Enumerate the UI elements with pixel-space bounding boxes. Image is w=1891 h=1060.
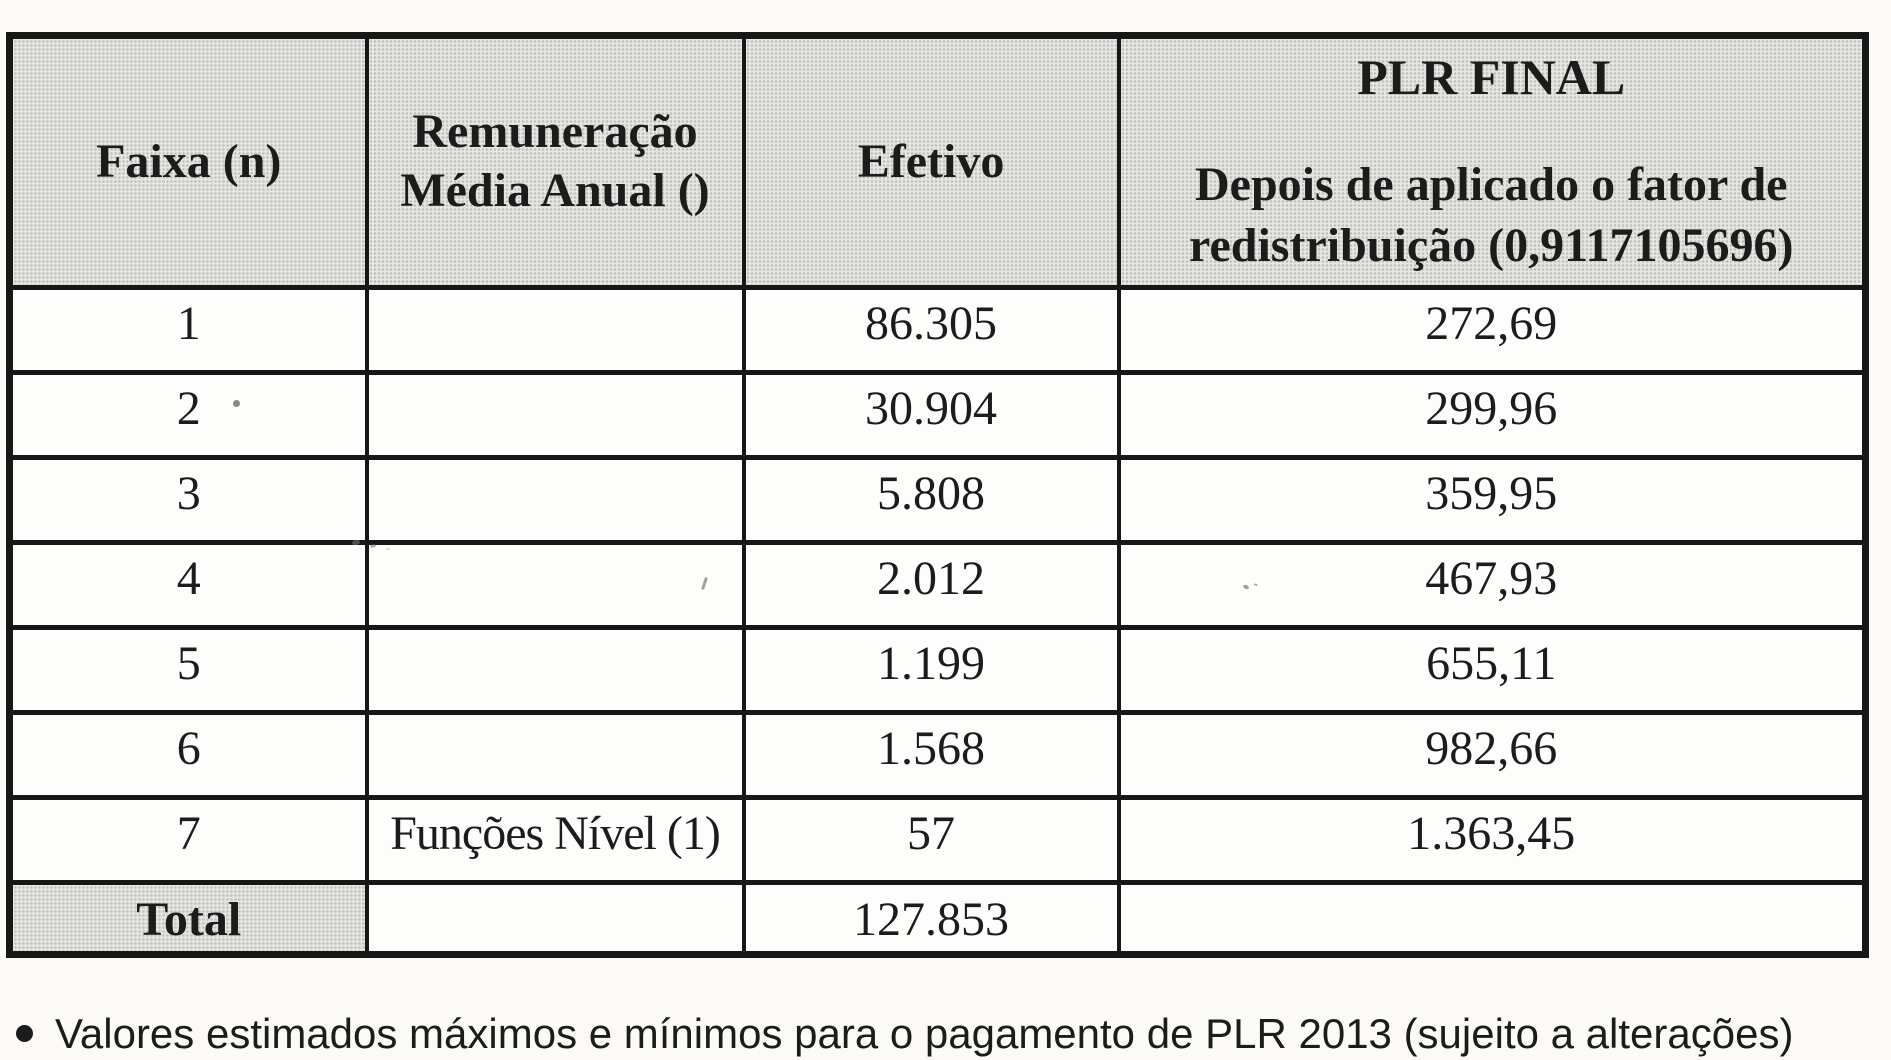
cell-faixa: 6 <box>7 710 369 800</box>
cell-plr: 655,11 <box>1116 625 1868 715</box>
col-header-faixa: Faixa (n) <box>7 33 369 290</box>
table-row: 6 1.568 982,66 <box>7 710 1868 800</box>
cell-plr: 1.363,45 <box>1116 795 1868 885</box>
cell-plr: 359,95 <box>1116 455 1868 545</box>
cell-remuneracao <box>364 710 746 800</box>
cell-plr: 467,93 <box>1116 540 1868 630</box>
table-row: 1 86.305 272,69 <box>7 285 1868 375</box>
cell-remuneracao <box>364 370 746 460</box>
cell-faixa: 5 <box>7 625 369 715</box>
col-header-plr-final: PLR FINAL Depois de aplicado o fator de … <box>1116 33 1868 290</box>
table-row: 7 Funções Nível (1) 57 1.363,45 <box>7 795 1868 885</box>
cell-efetivo: 1.199 <box>741 625 1121 715</box>
cell-faixa: 7 <box>7 795 369 885</box>
cell-plr: 982,66 <box>1116 710 1868 800</box>
cell-remuneracao: Funções Nível (1) <box>364 795 746 885</box>
cell-faixa: 1 <box>7 285 369 375</box>
plr-final-subtitle: Depois de aplicado o fator de redistribu… <box>1189 158 1794 273</box>
col-header-faixa-label: Faixa (n) <box>96 134 282 188</box>
table-row: 4 2.012 467,93 <box>7 540 1868 630</box>
total-row: Total 127.853 <box>7 880 1868 957</box>
cell-faixa: 2 <box>7 370 369 460</box>
col-header-remuneracao-label: Remuneração Média Anual () <box>400 105 710 217</box>
cell-efetivo: 2.012 <box>741 540 1121 630</box>
table-row: 3 5.808 359,95 <box>7 455 1868 545</box>
cell-remuneracao <box>364 285 746 375</box>
total-label-cell: Total <box>7 880 369 957</box>
footnote: Valores estimados máximos e mínimos para… <box>16 1010 1793 1058</box>
total-efetivo-cell: 127.853 <box>741 880 1121 957</box>
cell-remuneracao <box>364 540 746 630</box>
cell-plr: 299,96 <box>1116 370 1868 460</box>
cell-faixa: 3 <box>7 455 369 545</box>
total-remuneracao-cell <box>364 880 746 957</box>
cell-efetivo: 86.305 <box>741 285 1121 375</box>
table-body: 1 86.305 272,69 2 30.904 299,96 3 5.808 359,95 4 2… <box>7 285 1868 885</box>
footnote-text: Valores estimados máximos e mínimos para… <box>55 1010 1794 1057</box>
col-header-remuneracao: Remuneração Média Anual () <box>364 33 746 290</box>
table-row: 5 1.199 655,11 <box>7 625 1868 715</box>
table-row: 2 30.904 299,96 <box>7 370 1868 460</box>
cell-efetivo: 30.904 <box>741 370 1121 460</box>
cell-remuneracao <box>364 455 746 545</box>
cell-plr: 272,69 <box>1116 285 1868 375</box>
header-row: Faixa (n) Remuneração Média Anual () Efe… <box>7 33 1868 290</box>
plr-final-title: PLR FINAL <box>1357 49 1626 105</box>
cell-remuneracao <box>364 625 746 715</box>
cell-efetivo: 5.808 <box>741 455 1121 545</box>
cell-faixa: 4 <box>7 540 369 630</box>
total-plr-cell <box>1116 880 1868 957</box>
col-header-efetivo-label: Efetivo <box>857 134 1005 188</box>
plr-table: Faixa (n) Remuneração Média Anual () Efe… <box>6 32 1869 958</box>
cell-efetivo: 1.568 <box>741 710 1121 800</box>
cell-efetivo: 57 <box>741 795 1121 885</box>
col-header-efetivo: Efetivo <box>741 33 1121 290</box>
bullet-icon <box>16 1025 33 1042</box>
